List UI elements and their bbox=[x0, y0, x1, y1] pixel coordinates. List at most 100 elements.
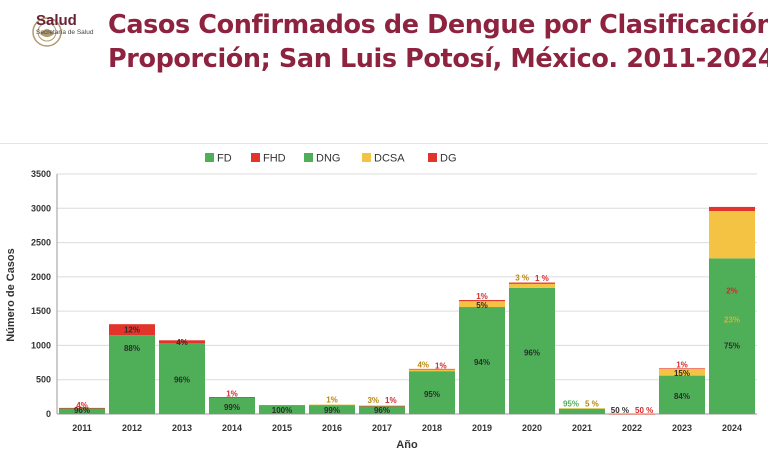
bar-2020-dng bbox=[509, 287, 555, 414]
salud-logo: Salud Secretaría de Salud bbox=[36, 13, 93, 37]
y-tick-label: 500 bbox=[36, 375, 51, 385]
x-tick-label: 2012 bbox=[122, 423, 142, 433]
salud-logo-emblem bbox=[32, 17, 62, 47]
data-label-2023: 1% bbox=[676, 361, 688, 370]
data-label-2019: 5% bbox=[476, 301, 488, 310]
x-tick-label: 2018 bbox=[422, 423, 442, 433]
data-label-2012: 12% bbox=[124, 326, 140, 335]
legend: FD FHD DNG DCSA DG bbox=[205, 153, 457, 165]
bar-2023-dng bbox=[659, 375, 705, 414]
data-label-2011: 4% bbox=[76, 401, 88, 410]
data-label-2023: 84% bbox=[674, 392, 690, 401]
bar-2019-dcsa bbox=[459, 301, 505, 308]
legend-swatch-dcsa bbox=[362, 153, 371, 162]
bar-2024-dg bbox=[709, 206, 755, 212]
data-label-2024: 23% bbox=[724, 315, 740, 324]
data-label-2024: 75% bbox=[724, 341, 740, 350]
data-label-2022: 50 % bbox=[611, 406, 629, 415]
data-label-2023: 15% bbox=[674, 369, 690, 378]
data-label-2013: 4% bbox=[176, 338, 188, 347]
legend-label-fhd: FHD bbox=[263, 153, 286, 165]
title-line-2: Proporción; San Luis Potosí, México. 201… bbox=[108, 44, 768, 74]
legend-label-dcsa: DCSA bbox=[374, 153, 405, 165]
bar-2016-dcsa bbox=[309, 404, 355, 406]
data-label-2017: 96% bbox=[374, 406, 390, 415]
legend-label-fd: FD bbox=[217, 153, 232, 165]
logo-name: Salud bbox=[36, 12, 77, 29]
bar-2019-dg bbox=[459, 300, 505, 302]
y-axis-title: Número de Casos bbox=[5, 248, 17, 342]
bar-2021-dng bbox=[559, 408, 605, 414]
x-tick-label: 2021 bbox=[572, 423, 592, 433]
x-tick-label: 2013 bbox=[172, 423, 192, 433]
bar-2014-fhd bbox=[209, 396, 255, 398]
bar-2013-fhd bbox=[159, 340, 205, 344]
legend-label-dng: DNG bbox=[316, 153, 340, 165]
data-label-2020: 96% bbox=[524, 348, 540, 357]
data-label-2024: 2% bbox=[726, 287, 738, 296]
bar-2012-fhd bbox=[109, 324, 155, 336]
legend-swatch-dng bbox=[304, 153, 313, 162]
bar-2016-dng bbox=[309, 404, 355, 414]
bar-2019-dng bbox=[459, 307, 505, 414]
data-label-2017: 1% bbox=[385, 396, 397, 405]
y-tick-label: 2500 bbox=[31, 238, 51, 248]
title-line-1: Casos Confirmados de Dengue por Clasific… bbox=[108, 10, 768, 40]
chart-panel: 0 500 1000 1500 2000 2500 3000 3500 2011 2012 201… bbox=[0, 143, 768, 463]
bar-2023-dg bbox=[659, 368, 705, 369]
bar-2023-dcsa bbox=[659, 368, 705, 376]
x-tick-label: 2024 bbox=[722, 423, 742, 433]
bar-2024-dng bbox=[709, 258, 755, 414]
x-tick-label: 2015 bbox=[272, 423, 292, 433]
bar-2012-fd bbox=[109, 335, 155, 414]
data-labels: 96%4%88%12%96%4%99%1%100% 99%1%96%3% 1%95%… bbox=[74, 274, 740, 415]
x-tick-label: 2016 bbox=[322, 423, 342, 433]
logo-subtitle: Secretaría de Salud bbox=[36, 29, 94, 36]
data-label-2018: 1% bbox=[435, 361, 447, 370]
x-axis-title: Año bbox=[396, 439, 418, 451]
data-label-2015: 100% bbox=[272, 406, 292, 415]
x-tick-label: 2022 bbox=[622, 423, 642, 433]
x-tick-label: 2019 bbox=[472, 423, 492, 433]
bar-2018-dg bbox=[409, 368, 455, 370]
bar-2017-dng bbox=[359, 406, 405, 414]
bar-2017-dg bbox=[359, 405, 405, 407]
data-label-2019: 1% bbox=[476, 292, 488, 301]
bar-2018-dng bbox=[409, 371, 455, 414]
data-label-2014: 99% bbox=[224, 403, 240, 412]
bar-2024-dcsa bbox=[709, 211, 755, 259]
data-label-2020: 3 % bbox=[515, 274, 529, 283]
y-tick-label: 2000 bbox=[31, 272, 51, 282]
bar-2022-dg bbox=[609, 413, 655, 415]
data-label-2017: 3% bbox=[367, 396, 379, 405]
data-label-2011: 96% bbox=[74, 406, 90, 415]
data-label-2021: 5 % bbox=[585, 400, 599, 409]
bar-2014-fd bbox=[209, 397, 255, 414]
page-title: Casos Confirmados de Dengue por Clasific… bbox=[108, 8, 768, 76]
bar-2015-dng bbox=[259, 405, 305, 414]
x-tick-label: 2014 bbox=[222, 423, 242, 433]
bar-2018-dcsa bbox=[409, 369, 455, 372]
y-tick-label: 1500 bbox=[31, 306, 51, 316]
data-label-2016: 99% bbox=[324, 406, 340, 415]
data-label-2013: 96% bbox=[174, 376, 190, 385]
y-axis-ticks: 0 500 1000 1500 2000 2500 3000 3500 bbox=[31, 169, 51, 419]
y-tick-label: 1000 bbox=[31, 340, 51, 350]
y-tick-label: 3000 bbox=[31, 203, 51, 213]
bar-2011-fhd bbox=[59, 407, 105, 409]
data-label-2019: 94% bbox=[474, 358, 490, 367]
bar-2013-fd bbox=[159, 343, 205, 414]
legend-label-dg: DG bbox=[440, 153, 457, 165]
y-tick-label: 0 bbox=[46, 409, 51, 419]
bar-2020-dcsa bbox=[509, 283, 555, 288]
x-tick-label: 2011 bbox=[72, 423, 92, 433]
data-label-2012: 88% bbox=[124, 344, 140, 353]
legend-swatch-fd bbox=[205, 153, 214, 162]
x-tick-label: 2023 bbox=[672, 423, 692, 433]
data-label-2022: 50 % bbox=[635, 406, 653, 415]
x-tick-label: 2017 bbox=[372, 423, 392, 433]
x-axis-ticks: 2011 2012 2013 2014 2015 2016 2017 2018 2019 2020… bbox=[72, 423, 742, 433]
data-label-2014: 1% bbox=[226, 389, 238, 398]
x-tick-label: 2020 bbox=[522, 423, 542, 433]
